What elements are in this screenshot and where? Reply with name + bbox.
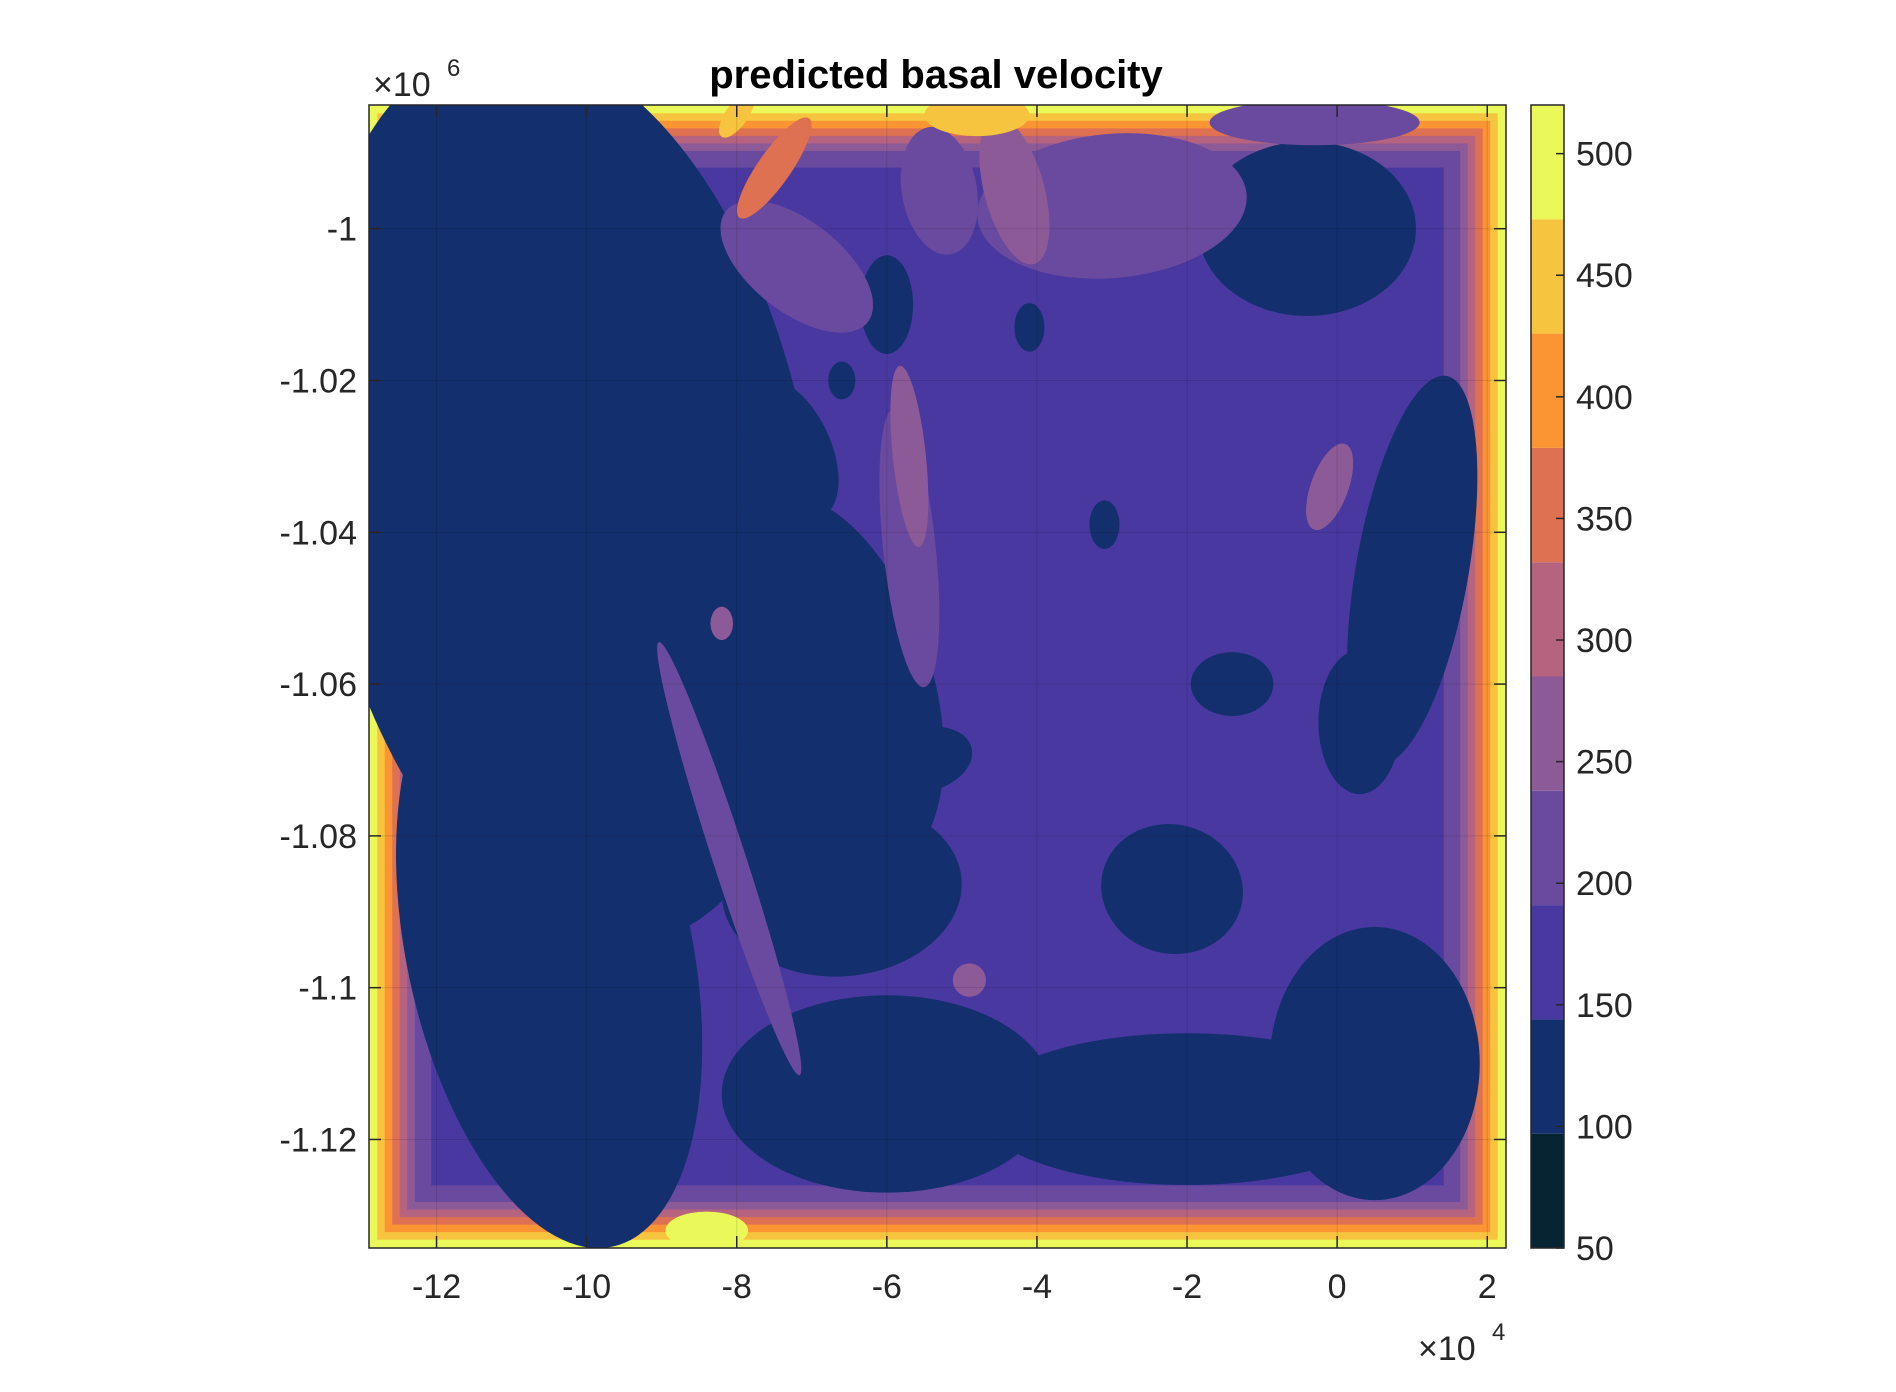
x-exponent: ×10 4 (1418, 1319, 1505, 1368)
velocity-region (828, 361, 856, 400)
x-tick-label: 2 (1478, 1268, 1497, 1306)
y-axis: -1 -1.02 -1.04 -1.06 -1.08 -1.1 -1.12 (280, 211, 1506, 1159)
velocity-region (665, 1211, 748, 1248)
chart-title: predicted basal velocity (709, 53, 1163, 97)
colorbar-tick-label: 300 (1576, 622, 1633, 660)
velocity-region (612, 1067, 666, 1136)
colorbar-tick-label: 100 (1576, 1108, 1633, 1146)
x-tick-label: -2 (1172, 1268, 1202, 1306)
velocity-region (1014, 303, 1045, 352)
velocity-region (860, 255, 914, 354)
velocity-region (1318, 649, 1401, 795)
x-tick-label: -4 (1022, 1268, 1052, 1306)
velocity-region (1306, 443, 1354, 531)
colorbar-tick-label: 250 (1576, 744, 1633, 782)
y-exponent-power: 6 (447, 55, 460, 82)
plot-area (369, 105, 1506, 1248)
velocity-region (736, 117, 812, 219)
y-exponent-base: ×10 (373, 66, 431, 104)
y-tick-label: -1.1 (298, 970, 357, 1008)
colorbar-segment (1531, 1019, 1564, 1134)
grid-lines (369, 105, 1506, 1248)
velocity-region (890, 365, 929, 547)
colorbar-frame (1530, 104, 1565, 1249)
colorbar-tick-label: 150 (1576, 987, 1633, 1025)
colorbar-segment (1531, 105, 1564, 220)
colorbar-tick-label: 200 (1576, 865, 1633, 903)
x-tick-label: -6 (872, 1268, 902, 1306)
velocity-region (979, 117, 1050, 265)
colorbar-segment (1531, 790, 1564, 906)
colorbar-segment (1531, 562, 1564, 677)
x-tick-label: -8 (722, 1268, 752, 1306)
colorbar-segment (1531, 219, 1564, 334)
x-exponent-power: 4 (1492, 1319, 1505, 1346)
velocity-region (720, 200, 874, 333)
colorbar-tick-label: 400 (1576, 379, 1633, 417)
velocity-region (739, 377, 839, 520)
colorbar-segment (1531, 676, 1564, 791)
colorbar-segment (1531, 1133, 1564, 1248)
velocity-region (952, 963, 986, 997)
velocity-region (721, 995, 1052, 1193)
colorbar-segment (1531, 333, 1564, 448)
y-tick-label: -1 (327, 211, 357, 249)
x-tick-label: 0 (1328, 1268, 1347, 1306)
velocity-region (1089, 500, 1120, 549)
y-tick-label: -1.02 (280, 363, 358, 401)
velocity-region (1101, 824, 1243, 954)
colorbar-segment (1531, 447, 1564, 563)
velocity-region (900, 126, 978, 255)
velocity-region (924, 105, 1030, 137)
y-tick-label: -1.08 (280, 818, 358, 856)
x-tick-label: -12 (412, 1268, 461, 1306)
colorbar-tick-label: 350 (1576, 500, 1633, 538)
velocity-region (1269, 926, 1480, 1201)
x-exponent-base: ×10 (1418, 1330, 1476, 1368)
y-exponent: ×10 6 (373, 55, 460, 104)
velocity-region (710, 606, 733, 641)
x-tick-label: -10 (562, 1268, 611, 1306)
velocity-region (876, 726, 973, 794)
plot-frame (368, 104, 1507, 1249)
velocity-region (1209, 105, 1420, 146)
colorbar: 50 100 150 200 250 300 350 400 450 500 (1530, 104, 1633, 1268)
colorbar-segment (1531, 905, 1564, 1020)
colorbar-tick-label: 500 (1576, 136, 1633, 174)
velocity-region (1198, 141, 1416, 316)
velocity-region (1190, 652, 1274, 716)
y-tick-label: -1.04 (280, 514, 358, 552)
y-tick-label: -1.12 (280, 1121, 358, 1159)
x-axis: -12 -10 -8 -6 -4 -2 0 2 (412, 105, 1497, 1306)
y-tick-label: -1.06 (280, 666, 358, 704)
colorbar-tick-label: 450 (1576, 257, 1633, 295)
velocity-region (657, 642, 802, 1076)
colorbar-tick-label: 50 (1576, 1230, 1614, 1268)
velocity-region (721, 801, 962, 977)
